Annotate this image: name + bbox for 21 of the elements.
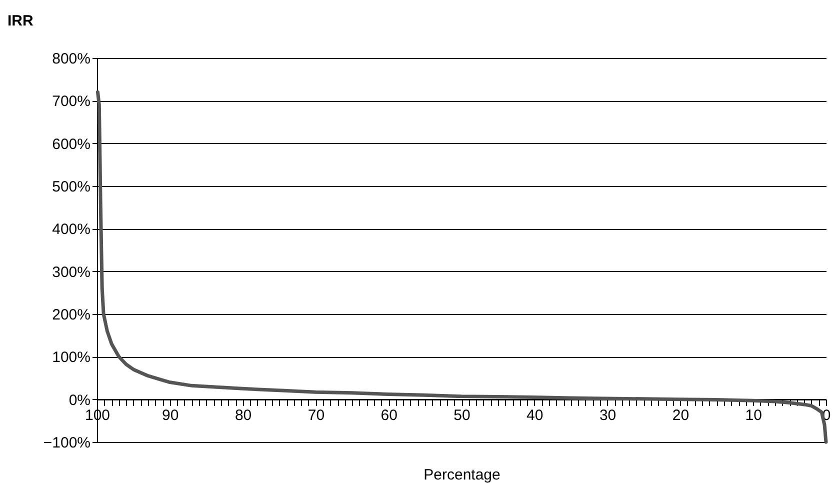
- x-tick-label: 10: [745, 406, 762, 424]
- y-tick-label: 200%: [52, 306, 90, 324]
- y-axis-title: IRR: [8, 12, 34, 30]
- x-tick-label: 40: [526, 406, 544, 424]
- x-tick-label: 60: [380, 406, 398, 424]
- y-tick-label: 700%: [52, 93, 90, 110]
- x-tick-label: 30: [599, 406, 616, 424]
- y-tick-label: 300%: [52, 264, 90, 281]
- y-tick-label: 800%: [52, 50, 90, 68]
- x-tick-label: 20: [672, 406, 690, 424]
- y-tick-label: 0%: [68, 392, 90, 409]
- x-tick-label: 70: [308, 406, 325, 424]
- y-tick-label: −100%: [43, 434, 90, 452]
- y-tick-label: 400%: [52, 221, 90, 238]
- x-tick-label: 90: [162, 406, 179, 424]
- x-tick-label: 80: [234, 406, 252, 424]
- y-tick-label: 500%: [52, 178, 90, 196]
- y-tick-label: 600%: [52, 136, 90, 153]
- x-tick-label: 50: [454, 406, 470, 424]
- x-axis-title: Percentage: [424, 466, 500, 483]
- y-tick-label: 100%: [52, 349, 90, 366]
